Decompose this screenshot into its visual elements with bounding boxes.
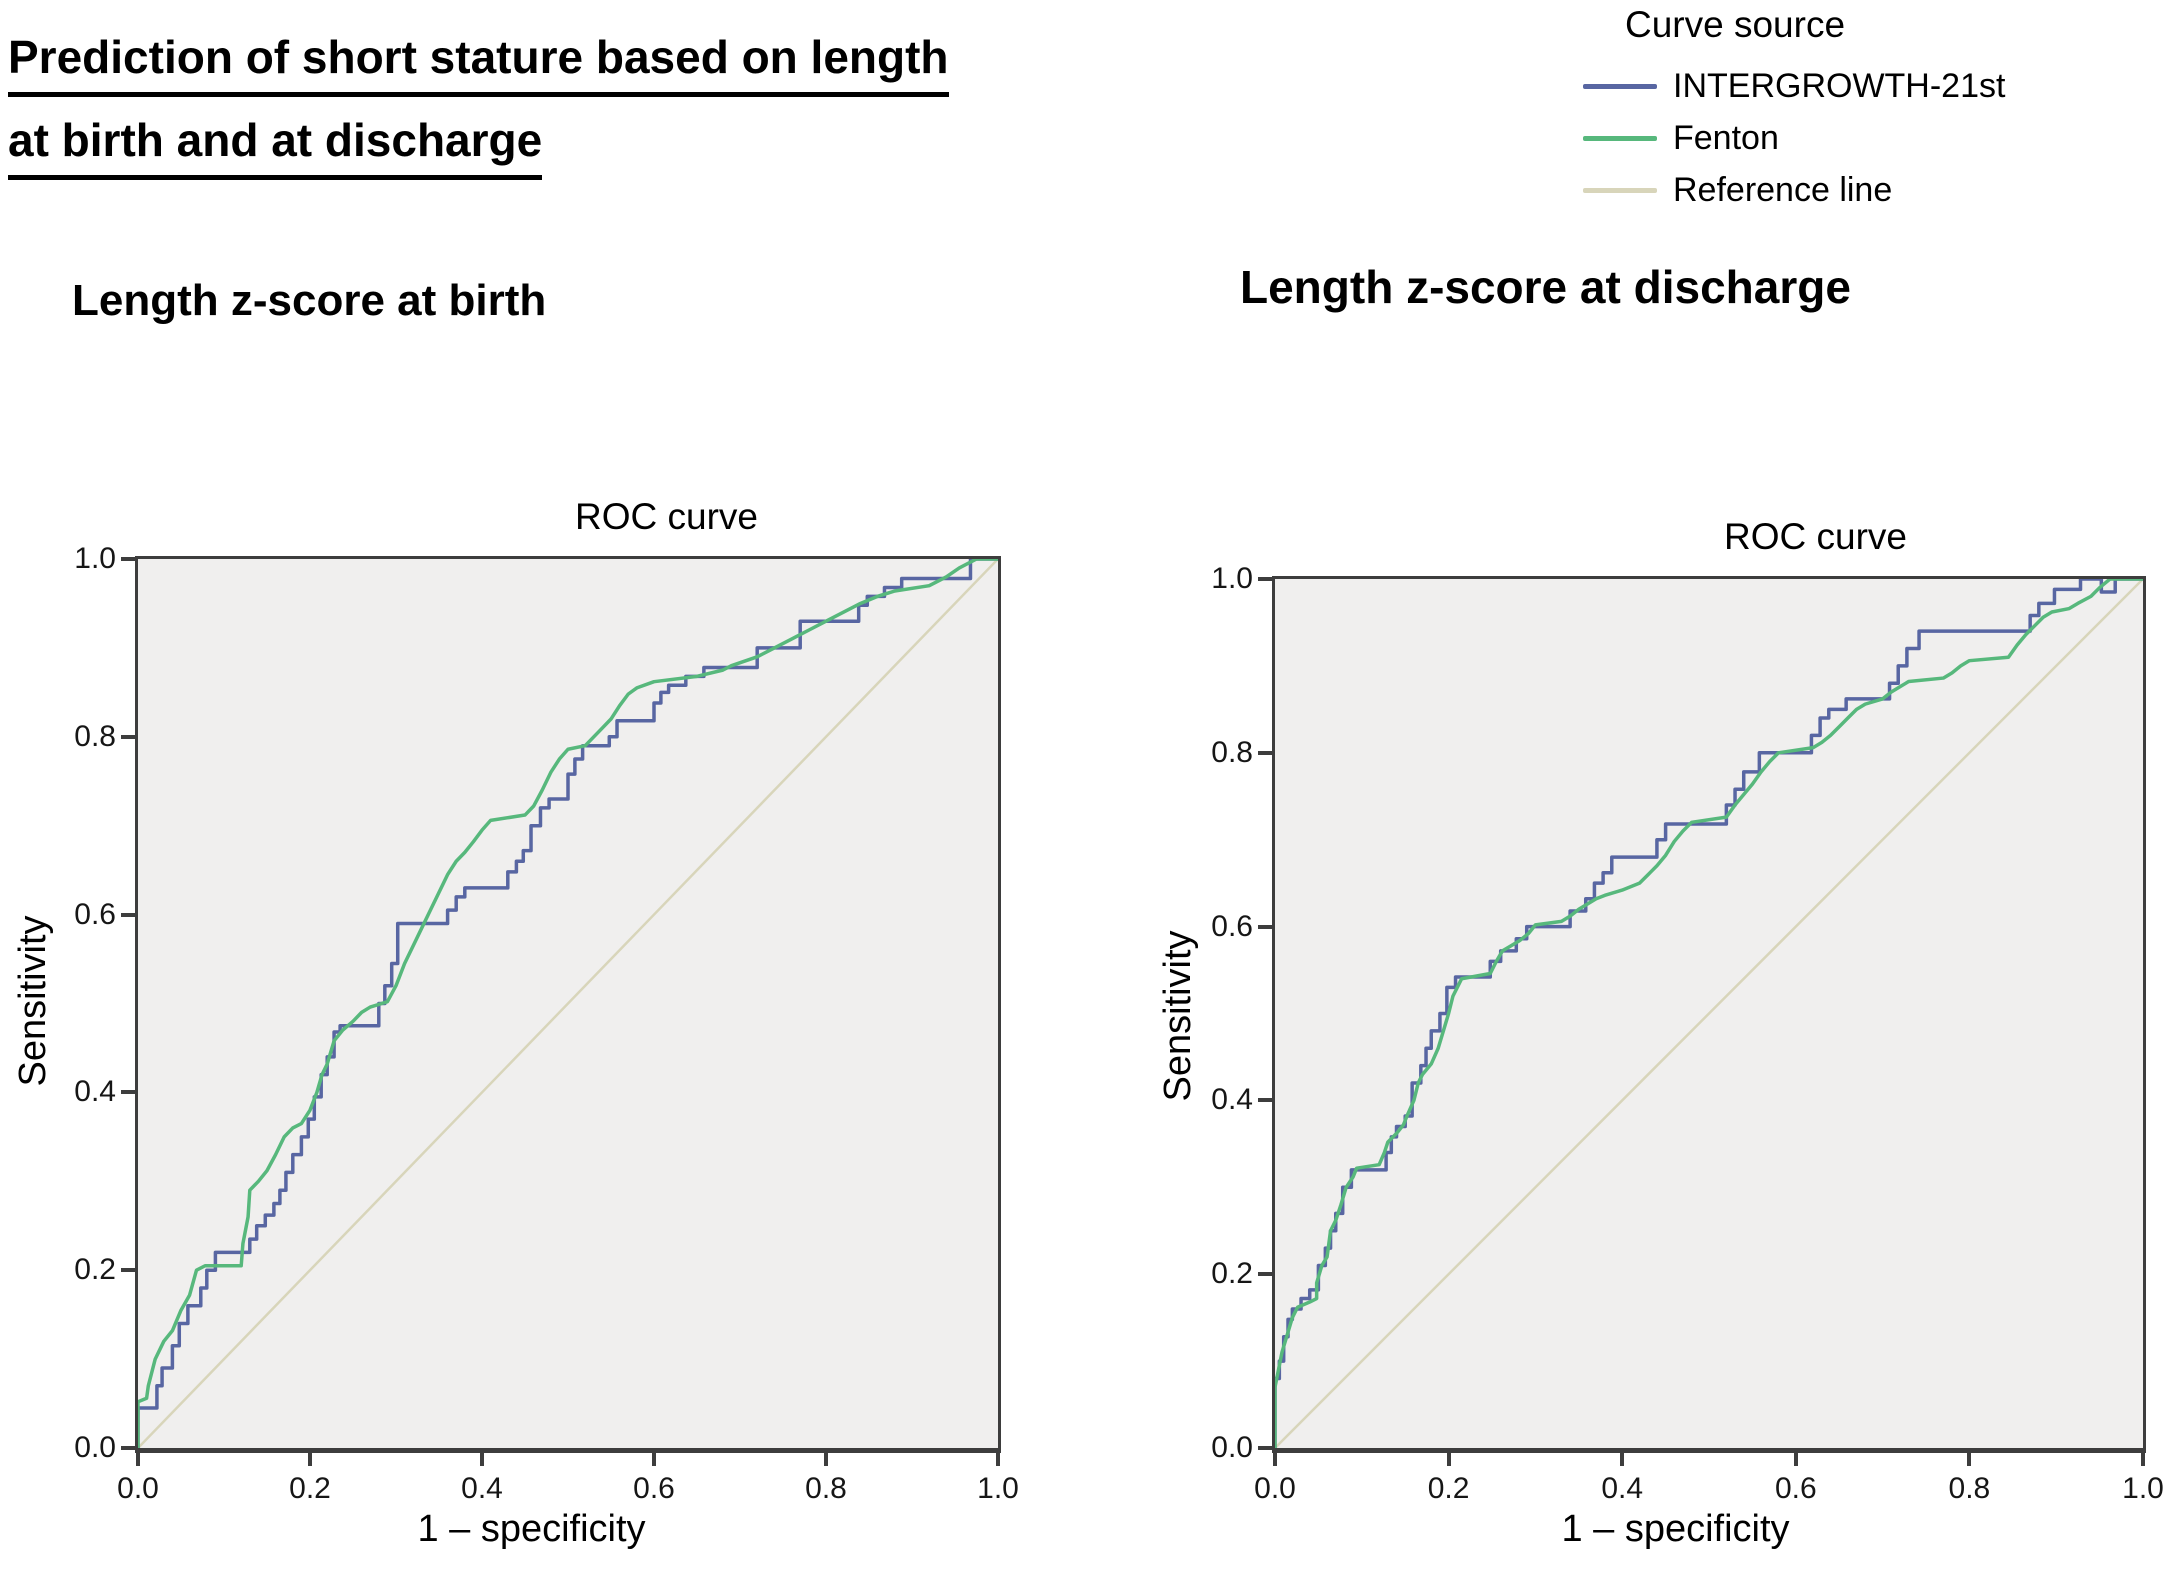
x-tick (1620, 1452, 1625, 1466)
y-tick (1258, 1272, 1272, 1277)
x-tick (652, 1452, 656, 1466)
figure-title-line2: at birth and at discharge (8, 117, 543, 180)
intergrowth-line-swatch (1583, 83, 1657, 89)
y-tick-label: 0.4 (1211, 1083, 1253, 1117)
x-tick (2141, 1452, 2145, 1466)
legend-item-label: Reference line (1673, 170, 1893, 209)
chart-title-birth: ROC curve (575, 496, 758, 537)
x-tick (308, 1452, 312, 1466)
legend-item-fenton: Fenton (1583, 112, 2005, 164)
legend-item-intergrowth: INTERGROWTH-21st (1583, 60, 2005, 112)
y-tick-label: 0.2 (74, 1253, 116, 1287)
curve-source-legend: Curve source INTERGROWTH-21st Fenton Ref… (1583, 4, 2005, 216)
x-tick (996, 1452, 1000, 1466)
panel-subtitle-discharge: Length z-score at discharge (1240, 261, 1851, 313)
reference-line-curve (138, 559, 998, 1448)
y-axis-label-birth: Sensitivity (12, 915, 54, 1087)
x-tick (136, 1452, 140, 1466)
plot-area-discharge: 0.0 0.0 0.2 0.2 0.4 0.4 0.6 0.6 0.8 0.8 1.0 1.0 (1211, 562, 2164, 1505)
x-tick-label: 0.6 (1774, 1472, 1817, 1505)
fenton-line-swatch (1583, 135, 1657, 141)
chart-title-discharge: ROC curve (1724, 516, 1907, 557)
x-tick-label: 0.8 (805, 1472, 847, 1505)
x-tick-label: 1.0 (2122, 1472, 2164, 1505)
reference-line-swatch (1583, 187, 1657, 193)
y-tick-label: 1.0 (1211, 562, 1253, 595)
y-tick-label: 0.8 (1211, 735, 1253, 769)
x-tick-label: 0.0 (1254, 1472, 1296, 1505)
y-tick-label: 0.0 (74, 1431, 116, 1464)
x-axis-label-discharge: 1 – specificity (1561, 1508, 1790, 1550)
x-tick (1967, 1452, 1972, 1466)
figure-title-line1: Prediction of short stature based on len… (8, 34, 949, 97)
y-tick (121, 557, 135, 561)
x-tick-label: 0.2 (289, 1472, 331, 1505)
x-tick-label: 0.8 (1948, 1472, 1991, 1505)
intergrowth-21st-curve (138, 559, 998, 1448)
x-tick-label: 0.4 (461, 1472, 503, 1505)
y-tick-label: 1.0 (74, 542, 116, 575)
x-tick-label: 0.4 (1601, 1472, 1644, 1505)
y-tick (1258, 577, 1272, 581)
x-tick (1446, 1452, 1451, 1466)
y-tick-label: 0.8 (74, 719, 116, 753)
y-tick (121, 1090, 135, 1095)
fenton-curve (138, 559, 998, 1448)
x-tick-label: 1.0 (977, 1472, 1019, 1505)
reference-line-curve (1275, 579, 2143, 1448)
legend-item-reference: Reference line (1583, 164, 2005, 216)
y-tick (121, 912, 135, 917)
y-tick-label: 0.6 (74, 897, 116, 931)
y-tick-label: 0.4 (74, 1075, 116, 1109)
y-tick (121, 1446, 135, 1450)
x-tick (480, 1452, 484, 1466)
panel-subtitle-birth: Length z-score at birth (72, 276, 547, 325)
y-tick (1258, 1098, 1272, 1103)
x-tick-label: 0.6 (633, 1472, 675, 1505)
x-tick (1793, 1452, 1798, 1466)
y-axis-label-discharge: Sensitivity (1157, 930, 1199, 1102)
x-tick (824, 1452, 828, 1466)
y-tick (1258, 750, 1272, 755)
legend-item-label: INTERGROWTH-21st (1673, 66, 2006, 105)
y-tick (121, 734, 135, 739)
y-tick (1258, 924, 1272, 929)
x-tick (1273, 1452, 1277, 1466)
figure-title: Prediction of short stature based on len… (8, 34, 949, 200)
plot-area-birth: 0.0 0.0 0.2 0.2 0.4 0.4 0.6 0.6 0.8 0.8 1.0 1.0 (74, 542, 1019, 1505)
x-axis-label-birth: 1 – specificity (417, 1508, 646, 1550)
legend-title: Curve source (1625, 4, 1846, 45)
y-tick-label: 0.2 (1211, 1257, 1253, 1291)
y-tick-label: 0.0 (1211, 1431, 1253, 1464)
y-tick-label: 0.6 (1211, 909, 1253, 943)
x-tick-label: 0.0 (117, 1472, 159, 1505)
y-tick (121, 1268, 135, 1273)
y-tick (1258, 1446, 1272, 1450)
legend-item-label: Fenton (1673, 118, 1779, 157)
fenton-curve (1275, 579, 2143, 1448)
x-tick-label: 0.2 (1427, 1472, 1470, 1505)
